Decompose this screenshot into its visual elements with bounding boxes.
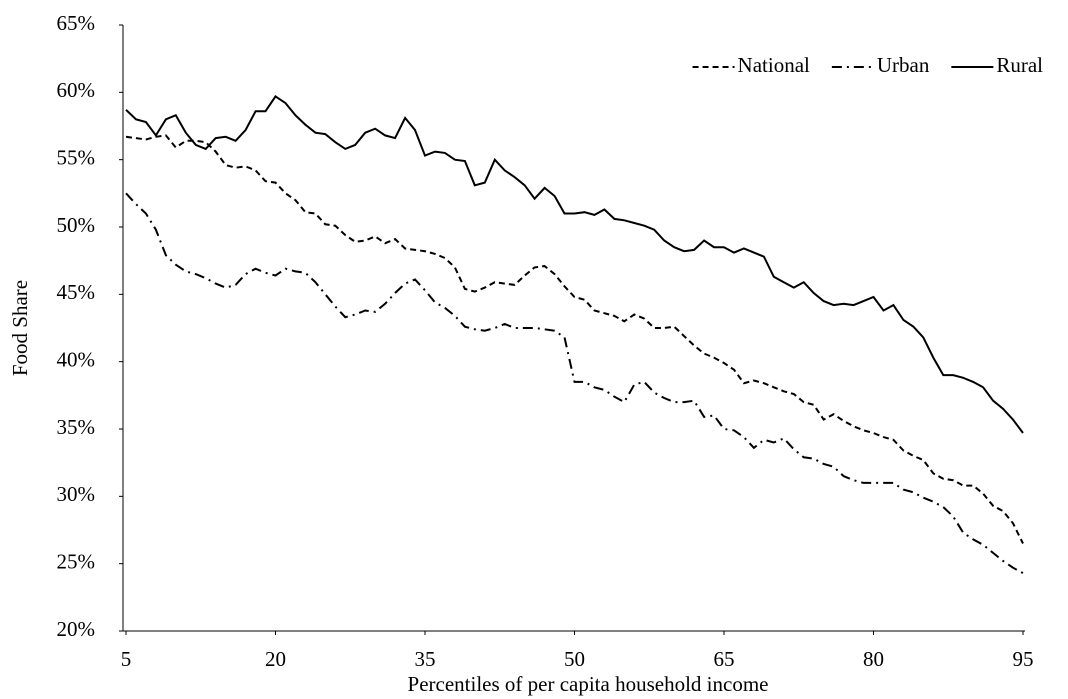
legend-label: Rural — [996, 53, 1043, 77]
x-tick-label: 65 — [714, 647, 735, 671]
x-tick-label: 50 — [564, 647, 585, 671]
y-tick-label: 35% — [57, 415, 96, 439]
series-line — [125, 192, 1024, 574]
legend-label: National — [738, 53, 810, 77]
legend-label: Urban — [877, 53, 930, 77]
x-tick-label: 5 — [121, 647, 132, 671]
y-tick-label: 65% — [57, 11, 96, 35]
y-axis-label: Food Share — [8, 280, 32, 376]
y-tick-label: 20% — [57, 617, 96, 641]
series-line — [125, 134, 1024, 544]
legend-item: Urban — [831, 53, 930, 77]
y-tick-label: 30% — [57, 482, 96, 506]
legend-item: National — [692, 53, 810, 77]
series-line — [125, 95, 1024, 434]
y-tick-label: 50% — [57, 213, 96, 237]
x-axis-label: Percentiles of per capita household inco… — [408, 672, 769, 696]
y-tick-label: 25% — [57, 549, 96, 573]
y-tick-label: 55% — [57, 145, 96, 169]
x-tick-label: 20 — [265, 647, 286, 671]
y-tick-label: 60% — [57, 78, 96, 102]
x-tick-label: 35 — [415, 647, 436, 671]
x-tick-label: 80 — [863, 647, 884, 671]
legend-item: Rural — [951, 53, 1043, 77]
x-tick-label: 95 — [1013, 647, 1034, 671]
y-tick-label: 40% — [57, 347, 96, 371]
y-tick-label: 45% — [57, 280, 96, 304]
